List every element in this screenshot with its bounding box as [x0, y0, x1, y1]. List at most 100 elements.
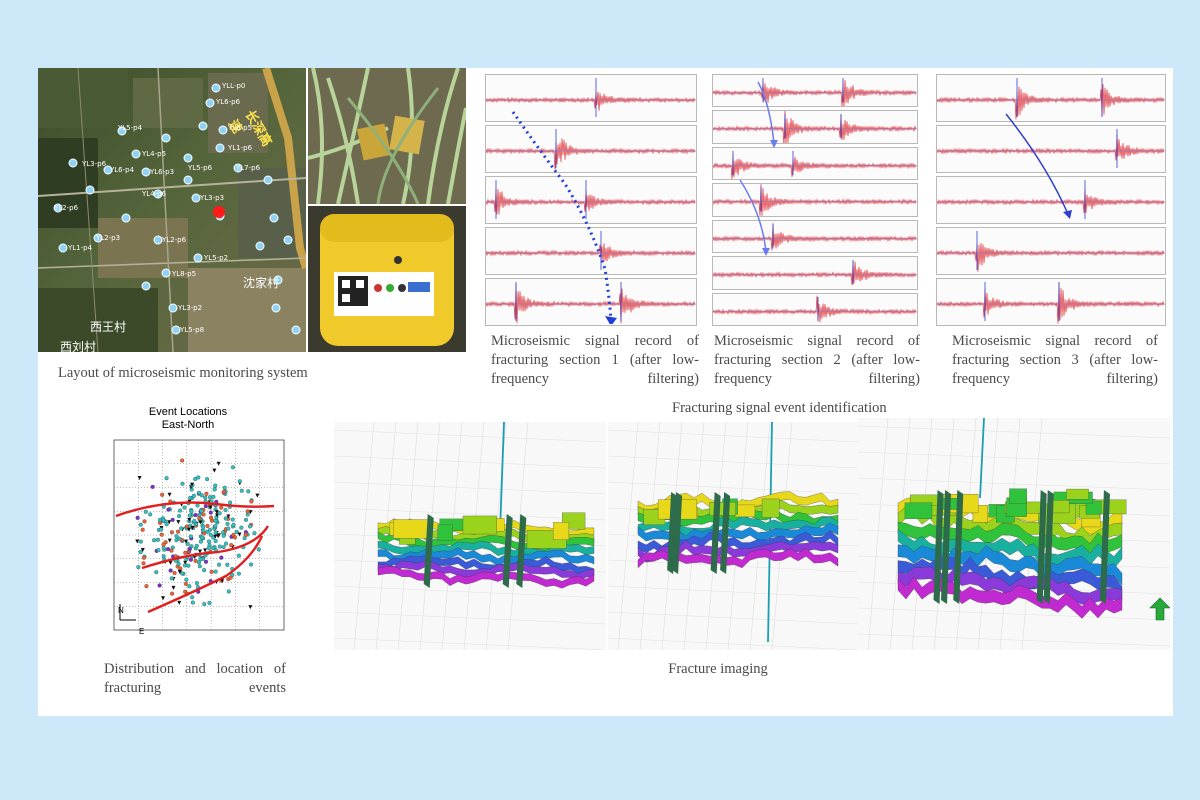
event-marker [148, 512, 153, 517]
event-marker [202, 568, 207, 573]
event-marker [203, 559, 209, 564]
event-marker [206, 545, 211, 551]
event-marker [203, 504, 208, 509]
station-label: YL5-p2 [204, 254, 229, 262]
waveform-panel [712, 183, 918, 217]
event-marker [188, 557, 193, 562]
station-label: YL4-p6 [142, 190, 167, 198]
event-marker [197, 564, 202, 569]
event-marker [209, 518, 215, 523]
gridline [334, 507, 606, 521]
gridline [334, 637, 606, 650]
event-marker [225, 521, 230, 526]
event-marker [245, 509, 250, 514]
waveform-panel [712, 256, 918, 290]
waveform-trace [937, 282, 1165, 324]
event-marker [197, 516, 202, 521]
event-locations-plot: Event Locations East-North N E [88, 406, 298, 658]
event-marker [178, 508, 183, 513]
event-marker [141, 561, 146, 566]
station-label: YL8-p5 [172, 270, 197, 278]
event-marker [180, 481, 185, 486]
waveform-panel [936, 278, 1166, 326]
event-marker [150, 484, 155, 489]
fracture-surface-band [637, 548, 839, 569]
event-marker [203, 495, 208, 500]
waveform-trace [713, 295, 917, 322]
waveform-trace [486, 243, 696, 263]
event-marker [239, 488, 244, 493]
fracture-surface-band [377, 566, 595, 589]
geophone-field-photo [308, 68, 466, 204]
event-marker [137, 476, 142, 481]
event-marker [161, 518, 166, 523]
waveform-trace [486, 138, 696, 170]
event-marker [199, 493, 204, 498]
station-label: YL6-p3 [150, 168, 175, 176]
waveform-trace [486, 188, 696, 215]
event-marker [176, 561, 181, 567]
event-marker [157, 583, 162, 588]
geophone-device-photo [308, 206, 466, 352]
signal-caption-1: Microseismic signal record of fracturing… [491, 333, 699, 387]
event-marker [169, 548, 174, 553]
village-label: 西王村 [90, 320, 127, 334]
fracture-block [1066, 488, 1089, 500]
event-marker [198, 520, 203, 525]
event-marker [135, 539, 140, 544]
gridline [334, 429, 606, 443]
gridline [608, 429, 858, 443]
event-marker [177, 600, 182, 605]
station-label: YL5-p6 [188, 164, 213, 172]
waveform-panel [712, 110, 918, 144]
gridline [608, 559, 858, 573]
event-marker [192, 518, 197, 524]
event-marker [236, 553, 241, 558]
event-marker [216, 533, 221, 538]
waveform-trace [937, 242, 1165, 272]
event-marker [193, 513, 198, 518]
event-marker [161, 542, 166, 547]
event-marker [202, 602, 207, 607]
imaging-caption: Fracture imaging [668, 661, 768, 677]
event-marker [228, 500, 233, 505]
event-marker [156, 548, 161, 553]
event-marker [185, 541, 190, 546]
signal-record-section-1 [485, 74, 697, 326]
event-marker [200, 524, 206, 530]
event-marker [176, 529, 181, 534]
event-marker [168, 568, 173, 573]
station-label: YL6-p6 [216, 98, 241, 106]
event-marker [246, 489, 251, 494]
event-marker [171, 585, 176, 590]
fracture-imaging-section-2 [608, 422, 858, 650]
fracture-plane [516, 514, 527, 588]
scatter-plot-area [113, 439, 285, 631]
event-marker [157, 517, 162, 523]
waveform-panel [712, 74, 918, 108]
fracture-surface-band [377, 547, 595, 566]
event-marker [187, 517, 192, 522]
event-marker [232, 535, 238, 540]
waveform-trace [713, 79, 917, 107]
event-marker [217, 544, 222, 549]
waveform-trace [486, 283, 696, 324]
event-marker [184, 539, 189, 544]
event-marker [167, 538, 172, 543]
station-label: YL1-p6 [228, 144, 253, 152]
waveform-panel [936, 74, 1166, 122]
event-marker [197, 549, 202, 554]
event-marker [237, 479, 242, 484]
east-label: E [139, 627, 145, 636]
scatter-subtitle: East-North [161, 419, 215, 431]
event-marker [194, 543, 199, 548]
event-marker [201, 528, 206, 533]
fracture-block [1009, 488, 1027, 504]
event-marker [191, 493, 196, 498]
waveform-panel [936, 125, 1166, 173]
event-marker [236, 571, 241, 576]
event-marker [190, 595, 195, 600]
fracture-plane [710, 492, 721, 574]
event-marker [223, 541, 229, 546]
waveform-trace [713, 222, 917, 251]
